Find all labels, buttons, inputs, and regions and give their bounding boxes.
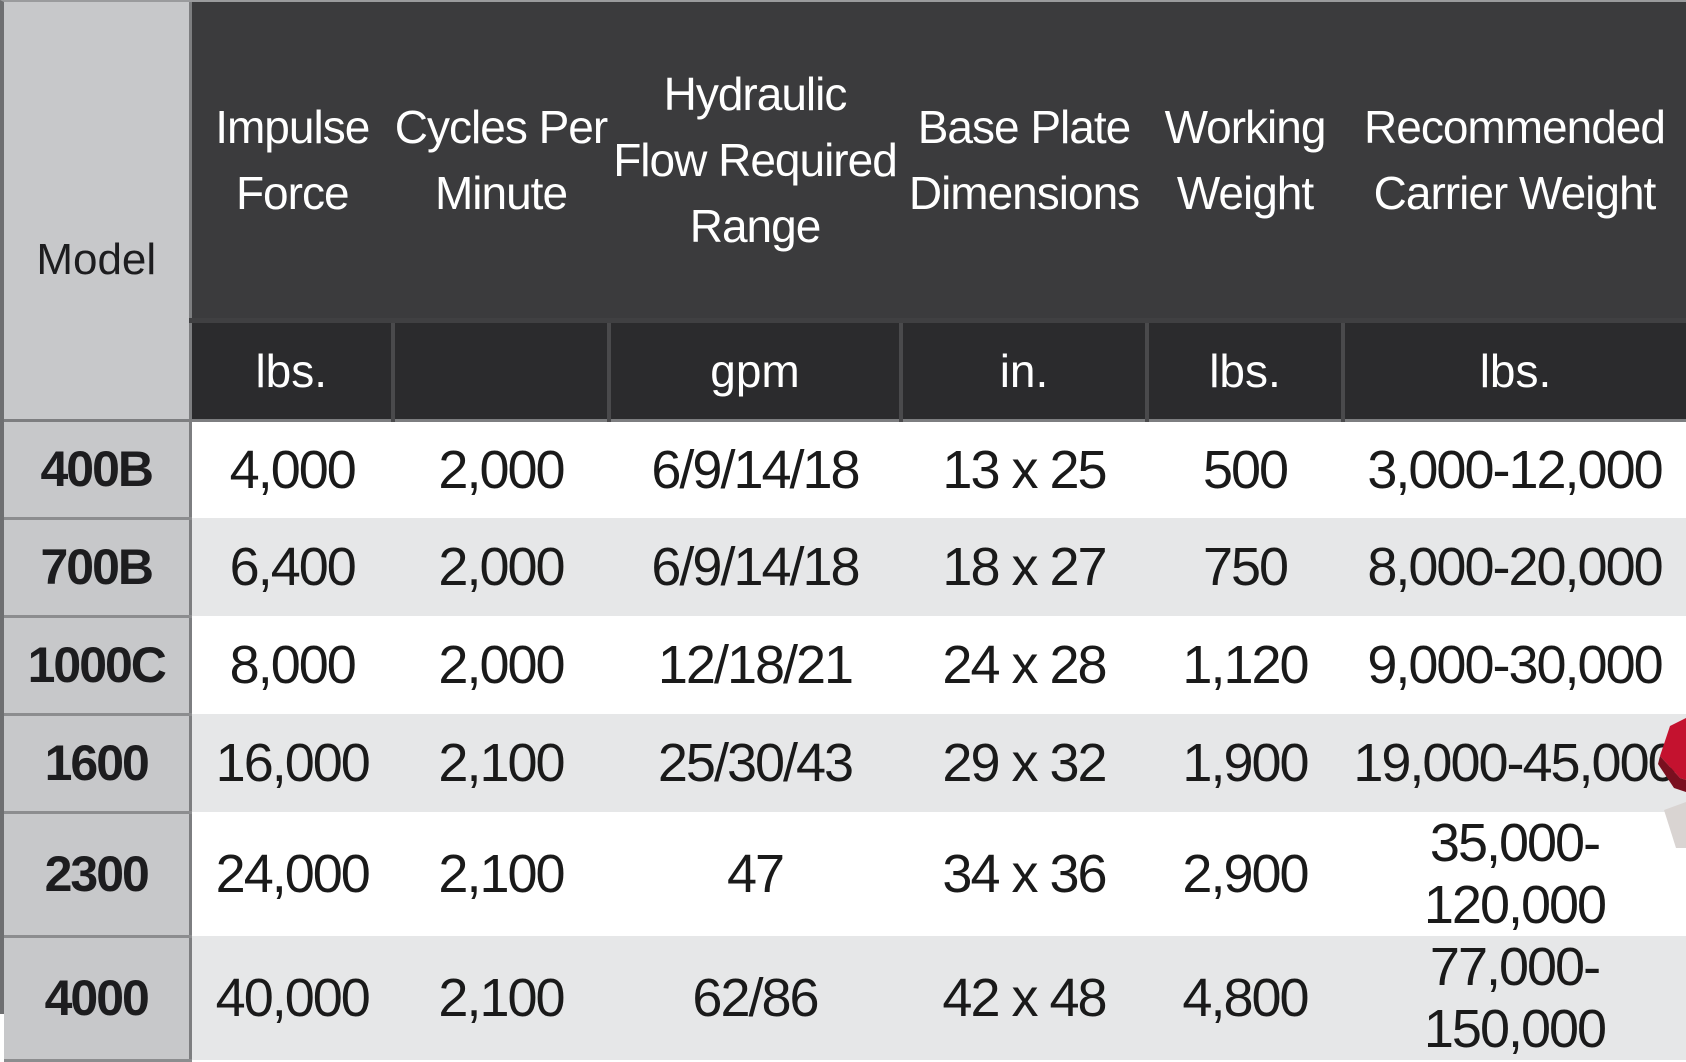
- unit-cell: gpm: [607, 317, 901, 422]
- header-line: Range: [689, 199, 822, 252]
- cycles-per-minute-cell: 2,000: [393, 518, 609, 616]
- hydraulic-flow-cell: 12/18/21: [609, 616, 901, 714]
- carrier-weight-cell: 77,000-150,000: [1343, 936, 1686, 1060]
- column-header-row: Model Impulse Force Cycles Per Minute Hy…: [4, 2, 1686, 422]
- cycles-per-minute-header: Cycles Per Minute: [393, 2, 609, 320]
- base-plate-cell: 42 x 48: [901, 936, 1147, 1060]
- impulse-force-cell: 24,000: [190, 812, 393, 936]
- model-cell: 700B: [4, 518, 192, 618]
- cycles-per-minute-cell: 2,100: [393, 714, 609, 812]
- hydraulic-flow-cell: 47: [609, 812, 901, 936]
- working-weight-cell: 500: [1147, 420, 1343, 518]
- unit-cell: in.: [899, 317, 1147, 422]
- carrier-weight-cell: 19,000-45,000: [1343, 714, 1686, 812]
- impulse-force-cell: 40,000: [190, 936, 393, 1060]
- header-line: Carrier Weight: [1373, 166, 1657, 219]
- model-cell: 2300: [4, 812, 192, 938]
- header-line: Impulse: [215, 100, 370, 153]
- cycles-per-minute-cell: 2,000: [393, 420, 609, 518]
- base-plate-dimensions-header: Base Plate Dimensions: [901, 2, 1147, 320]
- header-line: Dimensions: [908, 166, 1140, 219]
- impulse-force-cell: 16,000: [190, 714, 393, 812]
- carrier-weight-cell: 3,000-12,000: [1343, 420, 1686, 518]
- table-row: 1600 16,000 2,100 25/30/43 29 x 32 1,900…: [4, 714, 1686, 814]
- table-row: 400B 4,000 2,000 6/9/14/18 13 x 25 500 3…: [4, 420, 1686, 520]
- table-row: 700B 6,400 2,000 6/9/14/18 18 x 27 750 8…: [4, 518, 1686, 618]
- base-plate-cell: 13 x 25: [901, 420, 1147, 518]
- working-weight-cell: 2,900: [1147, 812, 1343, 936]
- unit-cell: lbs.: [190, 317, 393, 422]
- header-line: Minute: [434, 166, 568, 219]
- unit-row: lbs. gpm in. lbs. lbs.: [4, 317, 1686, 422]
- hydraulic-flow-cell: 6/9/14/18: [609, 518, 901, 616]
- table-row: 1000C 8,000 2,000 12/18/21 24 x 28 1,120…: [4, 616, 1686, 716]
- impulse-force-header: Impulse Force: [190, 2, 393, 320]
- carrier-weight-header: Recommended Carrier Weight: [1343, 2, 1686, 320]
- working-weight-cell: 1,120: [1147, 616, 1343, 714]
- hydraulic-flow-cell: 62/86: [609, 936, 901, 1060]
- unit-cell: lbs.: [1145, 317, 1343, 422]
- header-line: Flow Required: [613, 133, 898, 186]
- working-weight-header: Working Weight: [1147, 2, 1343, 320]
- model-cell: 1600: [4, 714, 192, 814]
- base-plate-cell: 29 x 32: [901, 714, 1147, 812]
- table-row: 2300 24,000 2,100 47 34 x 36 2,900 35,00…: [4, 812, 1686, 938]
- working-weight-cell: 1,900: [1147, 714, 1343, 812]
- specifications-table: Model Impulse Force Cycles Per Minute Hy…: [4, 2, 1686, 1062]
- model-cell: 400B: [4, 420, 192, 520]
- table-row: 4000 40,000 2,100 62/86 42 x 48 4,800 77…: [4, 936, 1686, 1062]
- header-line: Cycles Per: [394, 100, 608, 153]
- impulse-force-cell: 8,000: [190, 616, 393, 714]
- model-column-header: Model: [4, 2, 192, 422]
- model-cell: 1000C: [4, 616, 192, 716]
- hydraulic-flow-header: Hydraulic Flow Required Range: [609, 2, 901, 320]
- header-line: Force: [235, 166, 350, 219]
- base-plate-cell: 18 x 27: [901, 518, 1147, 616]
- header-line: Weight: [1176, 166, 1314, 219]
- carrier-weight-cell: 8,000-20,000: [1343, 518, 1686, 616]
- impulse-force-cell: 6,400: [190, 518, 393, 616]
- cycles-per-minute-cell: 2,100: [393, 812, 609, 936]
- header-line: Hydraulic: [663, 67, 848, 120]
- base-plate-cell: 34 x 36: [901, 812, 1147, 936]
- hydraulic-flow-cell: 6/9/14/18: [609, 420, 901, 518]
- header-line: Recommended: [1364, 100, 1666, 153]
- base-plate-cell: 24 x 28: [901, 616, 1147, 714]
- carrier-weight-cell: 9,000-30,000: [1343, 616, 1686, 714]
- cycles-per-minute-cell: 2,000: [393, 616, 609, 714]
- hydraulic-flow-cell: 25/30/43: [609, 714, 901, 812]
- unit-cell: lbs.: [1341, 317, 1686, 422]
- impulse-force-cell: 4,000: [190, 420, 393, 518]
- working-weight-cell: 4,800: [1147, 936, 1343, 1060]
- header-line: Working: [1164, 100, 1327, 153]
- carrier-weight-cell: 35,000-120,000: [1343, 812, 1686, 936]
- cycles-per-minute-cell: 2,100: [393, 936, 609, 1060]
- header-line: Base Plate: [917, 100, 1131, 153]
- working-weight-cell: 750: [1147, 518, 1343, 616]
- unit-cell: [391, 317, 609, 422]
- model-cell: 4000: [4, 936, 192, 1062]
